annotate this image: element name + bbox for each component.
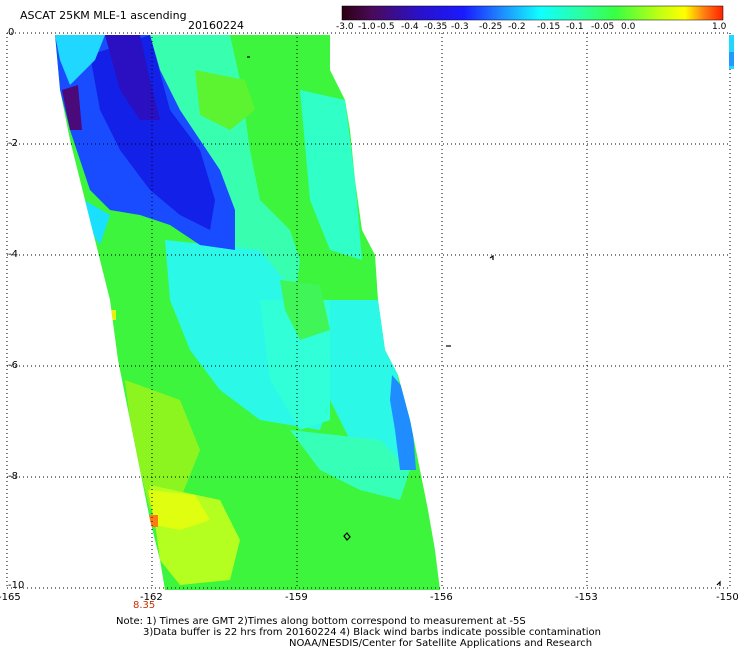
colorbar-label: 1.0 [712, 22, 727, 32]
x-tick-165: -165 [0, 592, 21, 603]
colorbar-label: -0.35 [424, 22, 448, 32]
wind-swath [55, 35, 440, 590]
colorbar-label: -0.05 [591, 22, 615, 32]
note-line-3: NOAA/NESDIS/Center for Satellite Applica… [289, 638, 593, 649]
y-tick-10: -10 [8, 580, 25, 591]
colorbar-label: -3.0 [336, 22, 354, 32]
colorbar-label: -0.1 [566, 22, 584, 32]
note-line-1: Note: 1) Times are GMT 2)Times along bot… [116, 616, 526, 627]
colorbar-label: -0.2 [508, 22, 526, 32]
x-tick-153: -153 [575, 592, 598, 603]
note-line-2: 3)Data buffer is 22 hrs from 20160224 4)… [143, 627, 601, 638]
y-tick-8: -8 [8, 471, 18, 482]
colorbar-label: 0.0 [621, 22, 636, 32]
wind-barbs [247, 56, 721, 586]
colorbar-label: -0.25 [479, 22, 503, 32]
chart-date: 20160224 [188, 19, 244, 32]
lat-lon-grid [6, 32, 731, 589]
colorbar-label: -0.4 [401, 22, 419, 32]
colorbar [341, 5, 724, 21]
pass-time-label: 8.35 [133, 600, 156, 611]
colorbar-label: -0.5 [377, 22, 395, 32]
colorbar-label: -0.3 [451, 22, 469, 32]
y-tick-4: -4 [8, 249, 18, 260]
y-tick-6: -6 [8, 360, 18, 371]
y-tick-0: 0 [8, 27, 15, 38]
colorbar-label: -0.15 [537, 22, 561, 32]
colorbar-label: -1.0 [358, 22, 376, 32]
chart-title: ASCAT 25KM MLE-1 ascending [20, 9, 187, 22]
x-tick-159: -159 [285, 592, 308, 603]
x-tick-150: -150 [716, 592, 739, 603]
x-tick-162: -162 [140, 592, 163, 603]
y-tick-2: -2 [8, 138, 18, 149]
x-tick-156: -156 [430, 592, 453, 603]
